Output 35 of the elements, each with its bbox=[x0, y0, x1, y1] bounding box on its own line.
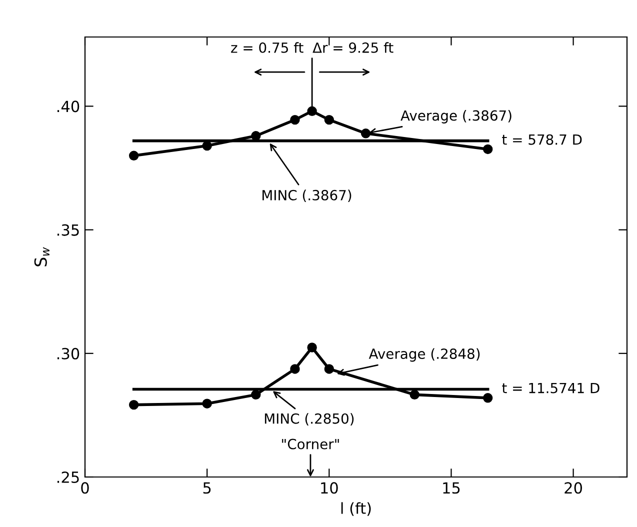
point bbox=[307, 342, 317, 352]
y-tick-label: .35 bbox=[57, 224, 79, 236]
y-axis-title: S$_{w}$ bbox=[34, 247, 50, 266]
point bbox=[324, 114, 334, 125]
point bbox=[482, 393, 493, 403]
point bbox=[202, 140, 212, 151]
annotation: z = 0.75 ft Δr = 9.25 ft bbox=[231, 42, 394, 53]
annotation: MINC (.3867) bbox=[262, 190, 352, 202]
point bbox=[482, 144, 493, 154]
annotation: t = 11.5741 D bbox=[502, 382, 600, 394]
point bbox=[360, 128, 371, 138]
annotation: "Corner" bbox=[282, 438, 339, 450]
point bbox=[251, 131, 261, 141]
x-axis-title: l (ft) bbox=[341, 502, 371, 516]
point bbox=[324, 364, 334, 374]
point bbox=[290, 364, 300, 374]
x-tick-label: 20 bbox=[564, 482, 582, 494]
x-tick-label: 10 bbox=[321, 482, 338, 494]
x-tick-label: 15 bbox=[443, 482, 460, 494]
point bbox=[410, 390, 420, 400]
annotation: Average (.3867) bbox=[400, 110, 512, 124]
point bbox=[251, 390, 261, 400]
annotation: Average (.2848) bbox=[368, 348, 480, 362]
y-tick-label: .25 bbox=[57, 471, 79, 484]
y-tick-label: .40 bbox=[57, 100, 80, 112]
x-tick-label: 0 bbox=[81, 482, 89, 494]
point bbox=[128, 150, 139, 161]
point bbox=[128, 400, 139, 410]
point bbox=[202, 398, 212, 408]
y-tick-label: .30 bbox=[57, 348, 80, 360]
annotation: MINC (.2850) bbox=[264, 413, 354, 426]
x-tick-label: 5 bbox=[203, 482, 211, 494]
annotation: t = 578.7 D bbox=[502, 134, 582, 145]
point bbox=[307, 106, 317, 116]
point bbox=[290, 114, 300, 125]
